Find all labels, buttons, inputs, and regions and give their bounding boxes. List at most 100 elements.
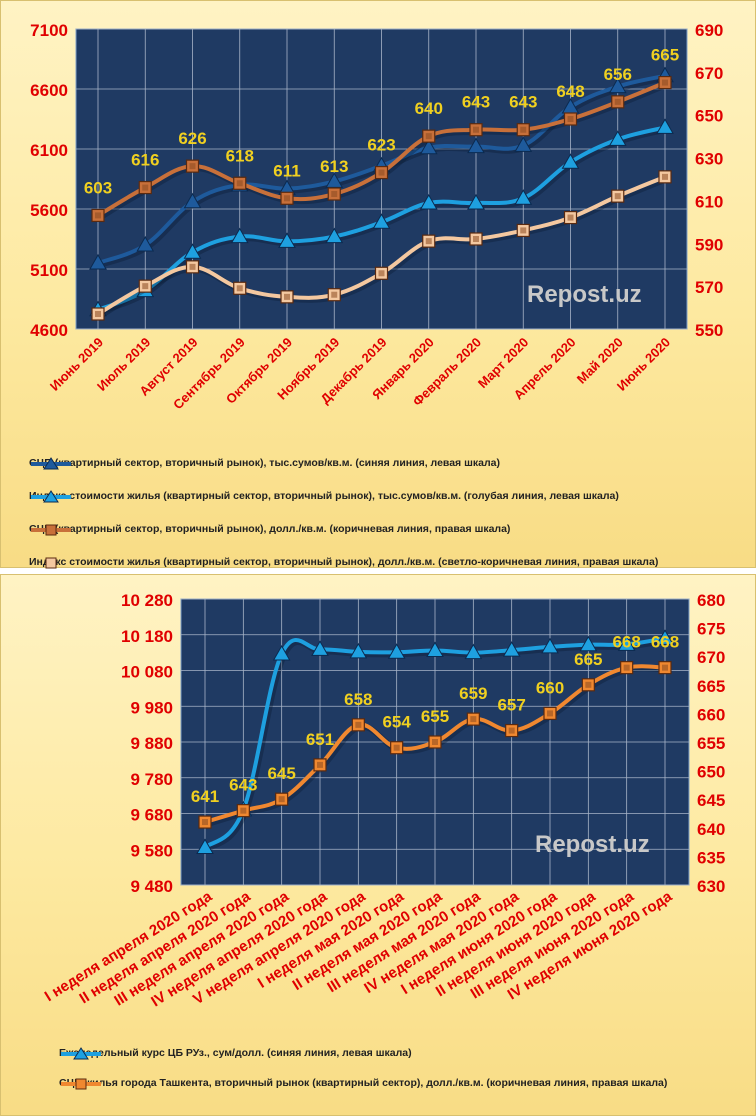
triangle-marker <box>325 172 344 188</box>
triangle-marker <box>426 641 444 657</box>
triangle-marker <box>196 838 214 854</box>
right-axis-tick-label: 570 <box>695 278 723 297</box>
square-marker-inner <box>95 212 101 219</box>
left-axis-tick-label: 9 480 <box>130 877 173 896</box>
triangle-marker <box>183 192 202 209</box>
legend-item: СЦП (квартирный сектор, вторичный рынок)… <box>29 457 500 470</box>
data-label: 660 <box>536 678 564 697</box>
chart-panel-top: 4600 5100 5600 6100 6600 7100 550 570 590 610 630 6… <box>0 0 756 569</box>
legend-item: СЦП жилья города Ташкента, вторичный рын… <box>59 1077 679 1090</box>
left-axis-tick-label: 9 580 <box>130 841 173 860</box>
right-axis-tick-label: 655 <box>697 734 725 753</box>
square-marker-inner <box>189 263 196 270</box>
square-marker-inner <box>393 744 400 751</box>
triangle-marker <box>325 227 344 244</box>
data-label: 616 <box>131 151 159 170</box>
triangle-marker <box>372 213 391 229</box>
square-marker-inner <box>470 716 477 723</box>
triangle-marker <box>464 643 483 660</box>
triangle-marker <box>579 635 598 652</box>
triangle-marker <box>608 77 627 94</box>
data-label: 658 <box>344 690 372 709</box>
square-marker-inner <box>331 191 338 197</box>
triangle-marker <box>514 189 533 205</box>
legend-swatch <box>45 557 57 569</box>
square-marker-inner <box>378 270 385 277</box>
triangle-marker <box>419 193 438 210</box>
left-axis-tick-label: 5600 <box>30 201 68 220</box>
square-marker-inner <box>142 184 149 191</box>
triangle-marker <box>183 243 202 259</box>
triangle-marker <box>349 642 368 659</box>
right-axis: 630 635 640 645 650 655 660 665 670 675 680 <box>697 591 725 896</box>
right-axis-tick-label: 675 <box>697 620 725 639</box>
data-label: 665 <box>574 650 602 669</box>
triangle-marker <box>467 137 485 154</box>
legend-swatch <box>61 1078 101 1090</box>
square-marker-inner <box>473 236 479 242</box>
square-marker-inner <box>623 664 630 671</box>
right-axis-tick-label: 650 <box>697 763 725 782</box>
right-axis-tick-label: 665 <box>697 677 725 696</box>
left-axis-tick-label: 10 280 <box>121 591 173 610</box>
data-label: 655 <box>421 707 449 726</box>
right-axis-tick-label: 650 <box>695 107 723 126</box>
square-marker-inner <box>355 721 362 728</box>
data-label: 657 <box>497 696 525 715</box>
data-label: 656 <box>604 65 632 84</box>
triangle-marker <box>656 629 674 645</box>
square-marker-inner <box>278 796 285 803</box>
legend-label: СЦП жилья города Ташкента, вторичный рын… <box>59 1077 668 1089</box>
legend-item: Еженедельный курс ЦБ РУз., сум/долл. (си… <box>59 1047 412 1060</box>
legend-label: СЦП (квартирный сектор, вторичный рынок)… <box>29 523 511 535</box>
square-marker-inner <box>585 681 592 688</box>
watermark-top: Repost.uz <box>527 281 642 308</box>
chart-2-svg: 9 480 9 580 9 680 9 780 9 880 9 980 10 080 10 1… <box>42 591 726 1011</box>
square-marker-inner <box>240 807 247 814</box>
right-axis-tick-label: 660 <box>697 705 725 724</box>
square-marker-inner <box>284 195 290 202</box>
left-axis-tick-label: 5100 <box>30 261 68 280</box>
legend-label: СЦП (квартирный сектор, вторичный рынок)… <box>29 457 500 469</box>
square-marker-inner <box>284 293 290 300</box>
triangle-marker <box>230 227 249 244</box>
square-marker-inner <box>508 727 515 734</box>
triangle-marker <box>514 136 533 152</box>
legend-label: Индекс стоимости жилья (квартирный секто… <box>29 490 619 502</box>
left-axis-tick-label: 9 680 <box>130 806 173 825</box>
left-axis-tick-label: 6600 <box>30 81 68 100</box>
data-label: 643 <box>229 776 257 795</box>
data-label: 618 <box>226 146 254 165</box>
square-marker-inner <box>236 180 243 187</box>
triangle-marker <box>136 235 155 252</box>
data-label: 603 <box>84 178 112 197</box>
data-label: 665 <box>651 46 679 65</box>
chart-panel-bottom: 9 480 9 580 9 680 9 780 9 880 9 980 10 080 10 1… <box>0 574 756 1116</box>
series-4 <box>91 170 672 321</box>
data-label: 648 <box>556 82 584 101</box>
triangle-marker <box>311 640 329 656</box>
square-marker-inner <box>473 126 479 133</box>
left-axis: 9 480 9 580 9 680 9 780 9 880 9 980 10 080 10 1… <box>121 591 689 896</box>
data-label: 611 <box>273 161 300 180</box>
data-label: 668 <box>651 633 679 652</box>
triangle-marker <box>467 193 485 210</box>
legend-swatch <box>31 524 71 536</box>
square-marker-inner <box>662 79 668 86</box>
right-axis-tick-label: 630 <box>695 150 723 169</box>
triangle-marker <box>272 645 291 661</box>
legend-item: Индекс стоимости жилья (квартирный секто… <box>29 490 619 503</box>
left-axis-tick-label: 10 080 <box>121 663 173 682</box>
legend-swatch <box>31 490 71 503</box>
triangle-marker <box>541 637 559 654</box>
triangle-marker <box>617 635 636 651</box>
triangle-marker <box>278 232 296 248</box>
watermark-bottom: Repost.uz <box>535 831 650 858</box>
data-label: 668 <box>612 633 640 652</box>
series-2: 641 643 645 651 658 654 655 659 657 660 665 668 668 <box>191 633 679 829</box>
triangle-marker <box>89 253 107 270</box>
data-label: 641 <box>191 787 219 806</box>
triangle-marker <box>608 130 627 146</box>
right-axis: 550 570 590 610 630 650 670 690 <box>695 21 723 340</box>
